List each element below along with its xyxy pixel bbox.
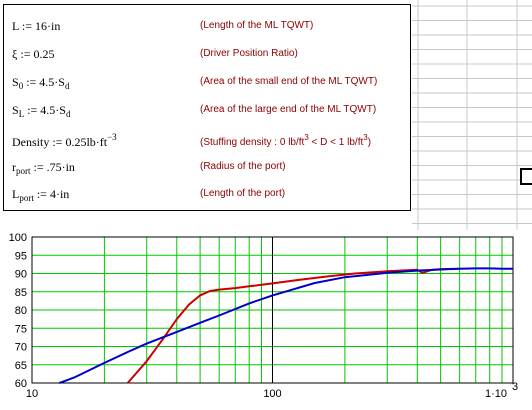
comment-part-comment: (Radius of the port) bbox=[200, 161, 286, 172]
assignment-value: := 4.5·S bbox=[23, 75, 65, 89]
assignment-value: := 0.25lb·ft bbox=[49, 135, 108, 149]
definition-comment-s0: (Area of the small end of the ML TQWT) bbox=[200, 76, 377, 87]
definition-expression-lport[interactable]: Lport := 4·in bbox=[12, 187, 69, 203]
y-tick-label: 100 bbox=[9, 232, 27, 244]
definition-expression-xi[interactable]: ξ := 0.25 bbox=[12, 47, 54, 62]
y-tick-label: 60 bbox=[15, 378, 27, 390]
definition-row-L[interactable]: L := 16·in (Length of the ML TQWT) bbox=[4, 17, 410, 37]
comment-part-cmid: < D < 1 lb/ft bbox=[308, 137, 364, 148]
series-line-1 bbox=[59, 267, 513, 384]
comment-part-comment: (Area of the large end of the ML TQWT) bbox=[200, 104, 377, 115]
definition-row-s0[interactable]: S0 := 4.5·Sd (Area of the small end of th… bbox=[4, 73, 410, 93]
assignment-value: := .75·in bbox=[30, 160, 75, 174]
assignment-value: := 16·in bbox=[18, 19, 61, 33]
y-tick-label: 75 bbox=[15, 323, 27, 335]
x-tick-label-exponent: 3 bbox=[512, 381, 518, 393]
region-resize-handle[interactable] bbox=[520, 168, 532, 185]
series-line-0 bbox=[126, 267, 460, 384]
variable-name: S bbox=[12, 103, 19, 117]
definition-expression-rport[interactable]: rport := .75·in bbox=[12, 160, 75, 176]
variable-name: Density bbox=[12, 135, 50, 149]
definition-row-sl[interactable]: SL := 4.5·Sd (Area of the large end of th… bbox=[4, 101, 410, 121]
comment-part-comment: (Area of the small end of the ML TQWT) bbox=[200, 76, 378, 87]
variable-name: S bbox=[12, 75, 19, 89]
definition-comment-density: (Stuffing density : 0 lb/ft3 < D < 1 lb/… bbox=[200, 133, 371, 148]
y-tick-label: 70 bbox=[15, 342, 27, 354]
definition-expression-s0[interactable]: S0 := 4.5·Sd bbox=[12, 75, 69, 91]
comment-part-cend: ) bbox=[367, 137, 372, 148]
x-tick-label: 100 bbox=[263, 388, 281, 400]
comment-part-csup2: 3 bbox=[363, 133, 368, 142]
definition-row-density[interactable]: Density := 0.25lb·ft−3 (Stuffing density … bbox=[4, 130, 410, 150]
assignment-value: := 4·in bbox=[33, 187, 70, 201]
definition-comment-lport: (Length of the port) bbox=[200, 188, 285, 199]
y-tick-label: 90 bbox=[15, 269, 27, 281]
definition-comment-xi: (Driver Position Ratio) bbox=[200, 48, 298, 59]
plot-frame bbox=[31, 236, 514, 384]
variable-name: L bbox=[12, 187, 20, 201]
variable-subscript: L bbox=[18, 109, 25, 119]
variable-subscript: port bbox=[16, 166, 31, 176]
y-tick-label: 65 bbox=[15, 360, 27, 372]
comment-part-csup1: 3 bbox=[304, 133, 309, 142]
plot-grid bbox=[32, 237, 513, 383]
y-tick-label: 85 bbox=[15, 287, 27, 299]
definition-comment-rport: (Radius of the port) bbox=[200, 161, 286, 172]
assignment-value: := 4.5·S bbox=[24, 103, 66, 117]
x-tick-label: 1·10 bbox=[485, 388, 507, 400]
definition-comment-sl: (Area of the large end of the ML TQWT) bbox=[200, 104, 376, 115]
y-tick-label: 95 bbox=[15, 250, 27, 262]
definition-row-xi[interactable]: ξ := 0.25 (Driver Position Ratio) bbox=[4, 45, 410, 65]
comment-part-comment: (Length of the port) bbox=[200, 188, 286, 199]
variable-name: ξ bbox=[12, 47, 18, 61]
value-subscript: d bbox=[64, 81, 70, 91]
variable-name: L bbox=[12, 19, 19, 33]
variable-subscript: 0 bbox=[18, 81, 24, 91]
definition-expression-L[interactable]: L := 16·in bbox=[12, 19, 60, 34]
definition-row-lport[interactable]: Lport := 4·in (Length of the port) bbox=[4, 185, 410, 205]
variable-subscript: port bbox=[19, 193, 34, 203]
definition-expression-sl[interactable]: SL := 4.5·Sd bbox=[12, 103, 70, 119]
comment-part-comment: (Length of the ML TQWT) bbox=[200, 20, 314, 31]
variable-name: r bbox=[12, 160, 16, 174]
parameter-definitions-region[interactable]: L := 16·in (Length of the ML TQWT) ξ := 0.… bbox=[3, 4, 411, 211]
x-tick-label: 10 bbox=[26, 388, 38, 400]
worksheet-grid bbox=[412, 0, 532, 230]
definition-row-rport[interactable]: rport := .75·in (Radius of the port) bbox=[4, 158, 410, 178]
definition-comment-L: (Length of the ML TQWT) bbox=[200, 20, 313, 31]
y-tick-label: 80 bbox=[15, 305, 27, 317]
definition-expression-density[interactable]: Density := 0.25lb·ft−3 bbox=[12, 132, 117, 150]
comment-part-comment: (Stuffing density : 0 lb/ft bbox=[200, 137, 305, 148]
comment-part-comment: (Driver Position Ratio) bbox=[200, 48, 298, 59]
assignment-value: := 0.25 bbox=[17, 47, 55, 61]
value-exponent: −3 bbox=[107, 132, 117, 142]
value-subscript: d bbox=[65, 109, 71, 119]
